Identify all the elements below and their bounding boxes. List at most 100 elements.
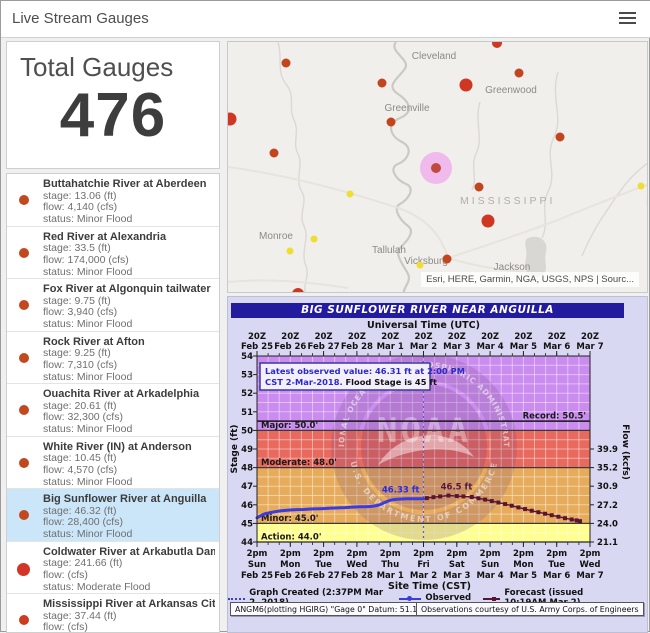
svg-text:20Z: 20Z	[481, 332, 499, 342]
gauge-flow: flow: (cfs)	[43, 568, 88, 581]
gauge-marker[interactable]	[269, 148, 279, 158]
svg-text:20Z: 20Z	[381, 332, 399, 342]
hamburger-menu-icon[interactable]	[619, 12, 636, 25]
zone-label-moderate: Moderate: 48.0'	[261, 458, 337, 468]
svg-text:Feb 27: Feb 27	[308, 571, 340, 581]
app-header: Live Stream Gauges	[1, 1, 650, 38]
gauge-list-item[interactable]: Mississippi River at Arkansas City stage:…	[7, 594, 219, 632]
gauge-list-item[interactable]: Coldwater River at Arkabutla Dam stage: 2…	[7, 542, 219, 594]
gauge-marker[interactable]	[310, 235, 318, 243]
gauge-marker[interactable]	[459, 78, 473, 92]
zone-label-minor: Minor: 45.0'	[261, 514, 318, 524]
gauge-stage: stage: 37.44 (ft)	[43, 609, 117, 622]
gauge-marker[interactable]	[442, 254, 452, 264]
svg-text:30.9: 30.9	[597, 482, 618, 492]
gauge-marker[interactable]	[637, 182, 645, 190]
gauge-flow: flow: 4,140 (cfs)	[43, 201, 118, 214]
gauge-marker[interactable]	[481, 214, 495, 228]
gauge-marker[interactable]	[292, 288, 304, 293]
svg-text:Wed: Wed	[580, 560, 601, 570]
svg-text:35.2: 35.2	[597, 464, 618, 474]
svg-text:2pm: 2pm	[247, 549, 268, 559]
gauge-status: status: Minor Flood	[43, 318, 133, 331]
gauge-flow: flow: 3,940 (cfs)	[43, 306, 118, 319]
svg-text:51: 51	[241, 408, 253, 418]
svg-text:53: 53	[241, 371, 253, 381]
svg-text:Wed: Wed	[346, 560, 367, 570]
svg-text:Mar 6: Mar 6	[543, 571, 570, 581]
svg-text:20Z: 20Z	[581, 332, 599, 342]
svg-text:21.1: 21.1	[597, 538, 618, 548]
gauge-name: Fox River at Algonquin tailwater	[43, 284, 211, 295]
chart-title: BIG SUNFLOWER RIVER NEAR ANGUILLA	[231, 303, 624, 318]
svg-text:Mar 4: Mar 4	[476, 342, 503, 352]
gauge-status: status: Minor Flood	[43, 423, 133, 436]
svg-text:Tue: Tue	[548, 560, 565, 570]
svg-text:2pm: 2pm	[480, 549, 501, 559]
gauge-status-dot	[19, 195, 29, 205]
svg-text:Mar 1: Mar 1	[377, 342, 404, 352]
gauge-status-dot	[19, 352, 29, 363]
gauge-stage: stage: 241.66 (ft)	[43, 557, 123, 569]
legend-item-observed: Observed	[399, 588, 471, 608]
gauge-marker[interactable]	[555, 132, 565, 142]
gauge-marker[interactable]	[346, 190, 354, 198]
gauge-list-item[interactable]: Big Sunflower River at Anguilla stage: 46…	[7, 489, 219, 542]
gauge-status-dot	[19, 510, 29, 520]
svg-text:Latest observed value: 46.31 f: Latest observed value: 46.31 ft at 2:00 …	[265, 366, 465, 376]
gauge-status-dot	[19, 247, 29, 258]
gauge-list-item[interactable]: Rock River at Afton stage: 9.25 (ft) flow:…	[7, 332, 219, 384]
hydrograph-panel: NATIONAL OCEANIC AND ATMOSPHERIC ADMINIS…	[227, 296, 648, 633]
gauge-marker[interactable]	[386, 117, 396, 127]
gauge-marker[interactable]	[377, 78, 387, 88]
svg-text:27.2: 27.2	[597, 501, 618, 511]
svg-text:2pm: 2pm	[346, 549, 367, 559]
svg-text:20Z: 20Z	[415, 332, 433, 342]
city-label: Tallulah	[372, 245, 406, 256]
svg-text:24.0: 24.0	[597, 519, 618, 529]
legend-swatch-dotted	[228, 597, 246, 600]
svg-text:52: 52	[241, 389, 253, 399]
svg-text:Mar 4: Mar 4	[476, 571, 503, 581]
map-attribution: Esri, HERE, Garmin, NGA, USGS, NPS | Sou…	[421, 272, 639, 287]
gauge-name: Big Sunflower River at Anguilla	[43, 494, 207, 505]
gauge-marker[interactable]	[281, 58, 291, 68]
gauge-marker[interactable]	[416, 261, 424, 269]
gauge-status: status: Minor Flood	[43, 213, 133, 226]
svg-text:20Z: 20Z	[514, 332, 532, 342]
value-label-observed: 46.33 ft	[382, 486, 420, 496]
svg-text:Sat: Sat	[449, 560, 465, 570]
total-gauges-value: 476	[59, 81, 167, 150]
road-paths	[228, 166, 647, 289]
gauge-status: status: Minor Flood	[43, 370, 133, 383]
svg-text:Feb 25: Feb 25	[241, 342, 273, 352]
gauge-marker[interactable]	[514, 68, 524, 78]
svg-text:46: 46	[241, 501, 253, 511]
svg-text:20Z: 20Z	[281, 332, 299, 342]
gauge-list-item[interactable]: Buttahatchie River at Aberdeen stage: 13.…	[7, 174, 219, 227]
gauge-status: status: Minor Flood	[43, 528, 133, 541]
gauge-name: Ouachita River at Arkadelphia	[43, 389, 200, 400]
city-label: Jackson	[494, 262, 531, 273]
svg-text:Sun: Sun	[481, 560, 499, 570]
gauge-list-item[interactable]: Fox River at Algonquin tailwater stage: 9…	[7, 279, 219, 332]
selected-gauge-marker[interactable]	[431, 163, 441, 173]
gauge-list-item[interactable]: Red River at Alexandria stage: 33.5 (ft) f…	[7, 227, 219, 279]
city-label: Monroe	[259, 231, 293, 242]
svg-text:2pm: 2pm	[446, 549, 467, 559]
gauge-marker[interactable]	[474, 182, 484, 192]
gauge-flow: flow: 4,570 (cfs)	[43, 463, 118, 476]
gauge-status: status: Minor Flood	[43, 475, 133, 488]
gauge-marker[interactable]	[286, 247, 294, 255]
legend-swatch-forecast	[483, 596, 501, 601]
gauge-marker[interactable]	[228, 112, 237, 126]
svg-text:Mar 5: Mar 5	[510, 571, 537, 581]
zone-label-action: Action: 44.0'	[261, 533, 321, 543]
gauge-list-item[interactable]: White River (IN) at Anderson stage: 10.45…	[7, 437, 219, 489]
svg-text:44: 44	[241, 538, 253, 548]
svg-text:Mar 2: Mar 2	[410, 571, 437, 581]
gauge-list-item[interactable]: Ouachita River at Arkadelphia stage: 20.6…	[7, 384, 219, 437]
svg-text:Feb 26: Feb 26	[274, 342, 306, 352]
gauge-marker[interactable]	[492, 42, 502, 48]
map-panel[interactable]: MISSISSIPPI MISSISSIPPI Cleveland Greenvill…	[227, 41, 648, 293]
